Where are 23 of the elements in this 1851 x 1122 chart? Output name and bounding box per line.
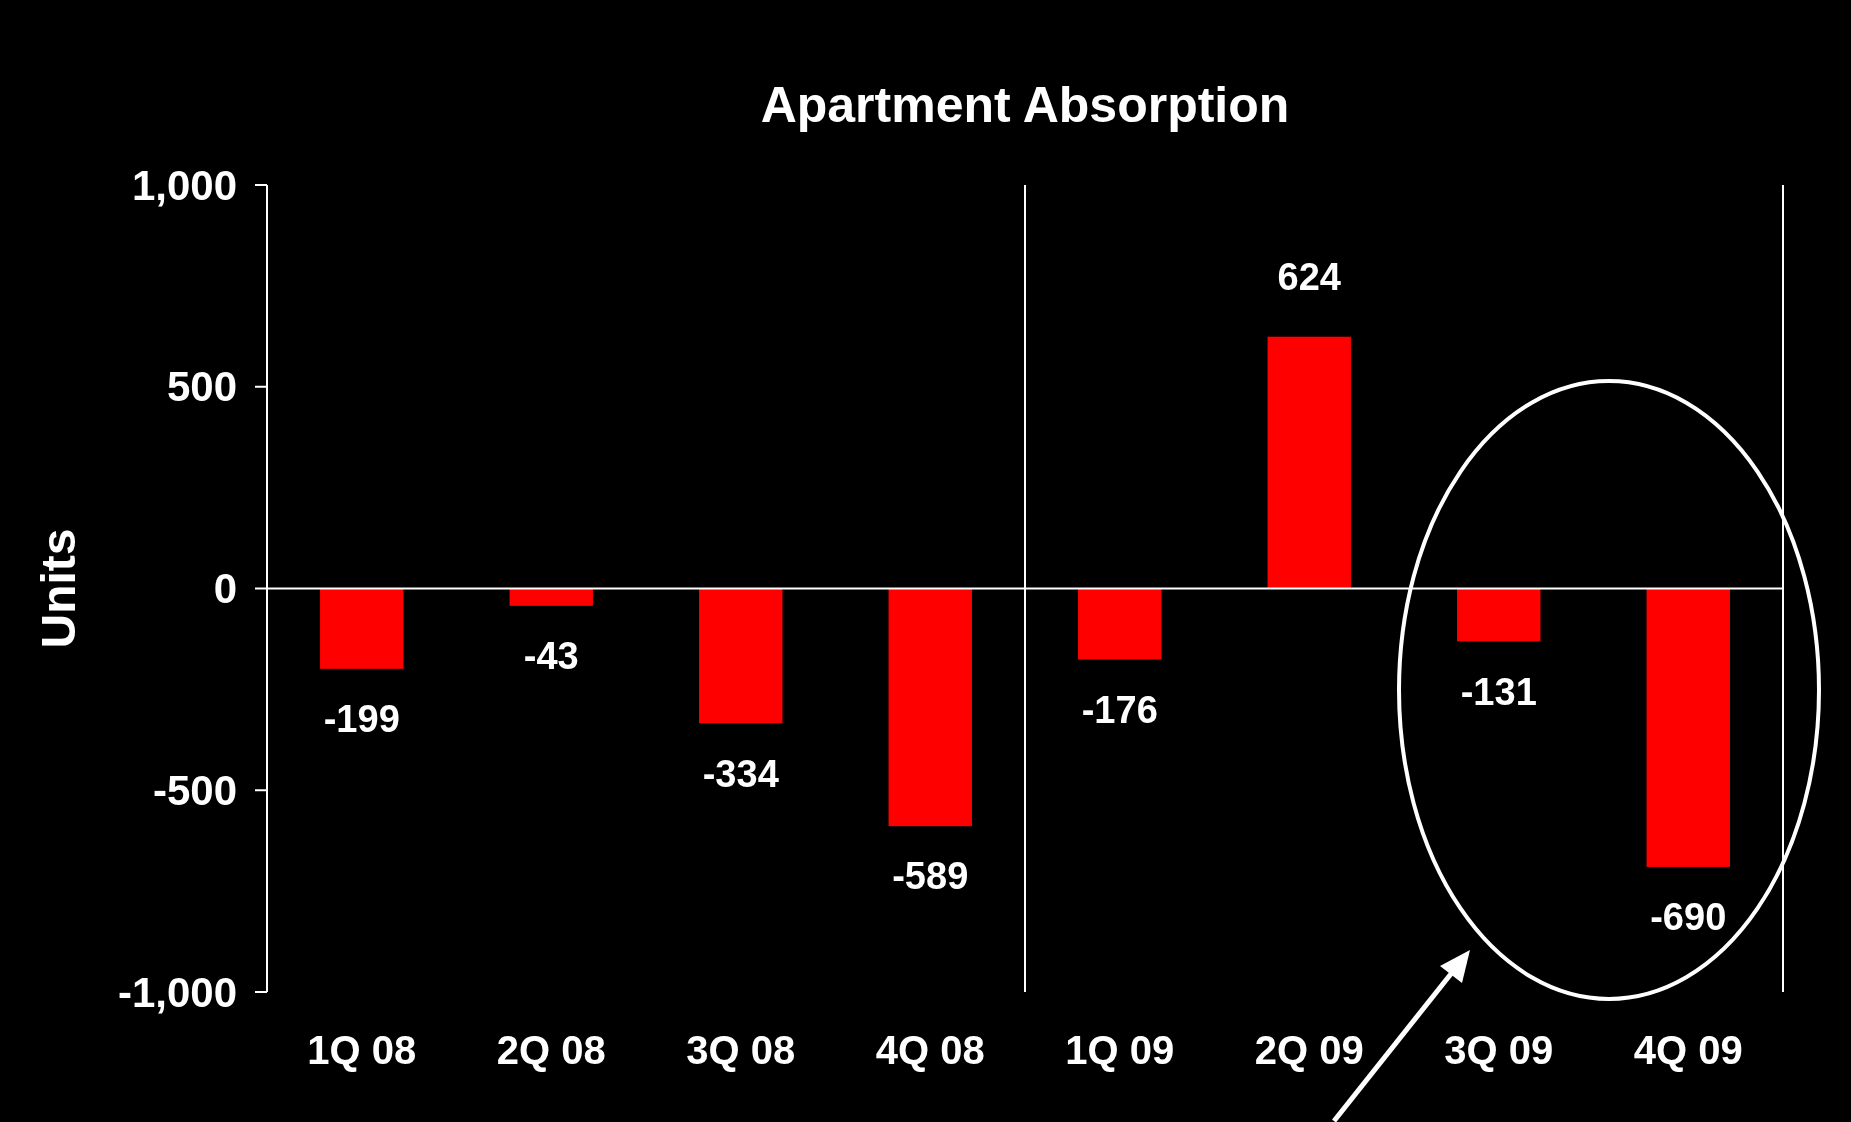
y-tick-label: 1,000 [131,161,237,209]
data-label: -131 [1460,670,1537,713]
x-tick-label: 4Q 08 [875,1028,985,1072]
data-label: -690 [1650,896,1727,939]
chart-title: Apartment Absorption [760,77,1290,133]
data-label: -43 [523,635,579,678]
data-label: -199 [323,698,400,741]
y-tick-label: -1,000 [117,968,237,1016]
data-label: -176 [1081,688,1158,731]
x-tick-label: 4Q 09 [1633,1028,1743,1072]
data-label: -334 [702,752,779,795]
x-tick-label: 1Q 09 [1065,1028,1175,1072]
y-tick-label: 500 [166,363,237,411]
data-label: 624 [1277,256,1341,299]
x-tick-label: 3Q 09 [1444,1028,1554,1072]
data-label: -589 [892,855,969,898]
x-tick-label: 2Q 08 [496,1028,606,1072]
x-tick-label: 3Q 08 [686,1028,796,1072]
y-tick-label: -500 [152,766,237,814]
y-axis-title: Units [32,528,85,649]
x-tick-label: 2Q 09 [1254,1028,1364,1072]
x-tick-label: 1Q 08 [307,1028,417,1072]
y-tick-label: 0 [213,565,237,613]
